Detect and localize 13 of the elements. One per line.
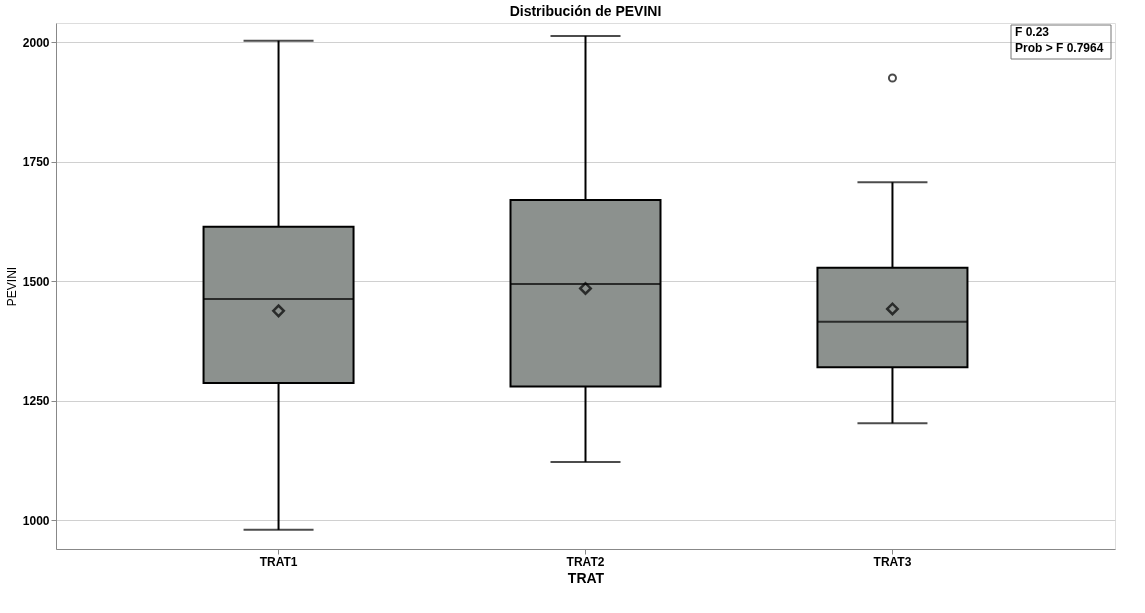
y-tick-label: 2000: [22, 35, 50, 50]
y-tick-label: 1000: [22, 513, 50, 528]
annotation: F 0.23: [1015, 25, 1050, 39]
x-tick-label: TRAT2: [566, 554, 605, 569]
x-tick-label: TRAT1: [259, 554, 298, 569]
x-axis-title: TRAT: [567, 569, 605, 586]
chart-title: Distribución de PEVINI: [509, 3, 662, 19]
y-tick-label: 1500: [22, 274, 50, 289]
y-axis-title: PEVINI: [4, 266, 19, 307]
x-tick-label: TRAT3: [873, 554, 912, 569]
y-tick-label: 1250: [22, 394, 50, 409]
annotation: Prob > F 0.7964: [1015, 41, 1104, 55]
y-tick-label: 1750: [22, 155, 50, 170]
